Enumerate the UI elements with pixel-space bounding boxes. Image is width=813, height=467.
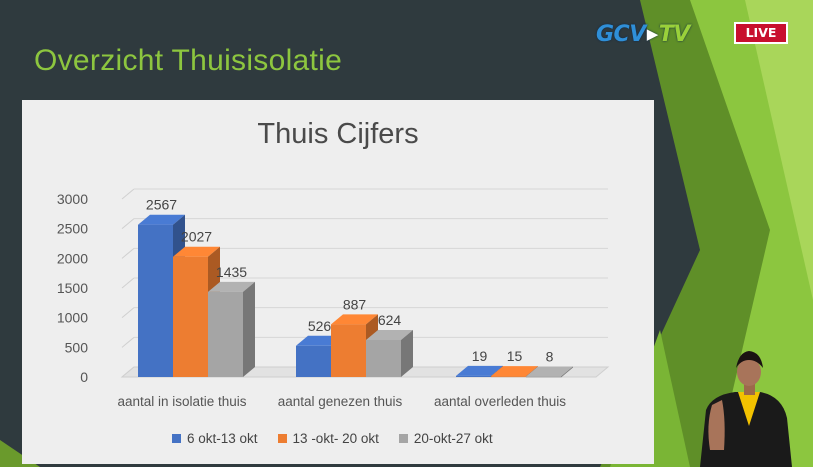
bar	[366, 339, 401, 377]
data-label: 1435	[216, 264, 247, 280]
legend-swatch-3	[398, 434, 408, 443]
x-tick-label: aantal overleden thuis	[434, 394, 566, 409]
gridline-side	[121, 307, 135, 319]
bar-side	[561, 366, 573, 378]
channel-logo: GCV▶TV	[596, 22, 690, 47]
logo-text-tv: TV	[658, 22, 691, 47]
data-label: 2567	[146, 197, 177, 213]
y-tick-label: 1500	[57, 280, 88, 296]
bar	[296, 345, 331, 377]
bar	[491, 376, 526, 378]
bar-side	[243, 281, 255, 377]
legend-item-series-2: 13 -okt- 20 okt	[277, 431, 379, 446]
y-tick-label: 0	[80, 369, 88, 385]
y-tick-label: 3000	[57, 191, 88, 207]
gridline-side	[121, 277, 135, 289]
x-tick-label: aantal genezen thuis	[278, 394, 403, 409]
legend-label-3: 20-okt-27 okt	[413, 431, 493, 446]
chart-title: Thuis Cijfers	[257, 118, 419, 150]
data-label: 624	[378, 312, 402, 328]
bar-top	[526, 366, 573, 377]
bar-top	[138, 214, 185, 225]
bar	[173, 256, 208, 377]
bar-side	[401, 329, 413, 377]
y-tick-label: 500	[65, 339, 89, 355]
bar	[456, 375, 491, 377]
data-label: 8	[546, 349, 554, 365]
gridline-side	[121, 247, 135, 259]
bar	[208, 291, 243, 377]
data-label: 526	[308, 318, 332, 334]
slide-title: Overzicht Thuisisolatie	[34, 44, 343, 77]
legend-swatch-2	[277, 434, 287, 443]
play-icon: ▶	[646, 25, 659, 43]
logo-text-gcv: GCV	[596, 22, 646, 47]
bar-top	[173, 246, 220, 257]
bar	[138, 224, 173, 377]
bar-chart: 0 500 1000 1500 2000 2500 3000 aantal in isolat…	[57, 188, 610, 409]
bar-top	[456, 365, 503, 376]
data-label: 15	[507, 348, 523, 364]
bar	[331, 324, 366, 377]
legend-item-series-3: 20-okt-27 okt	[398, 431, 493, 446]
data-label: 2027	[181, 229, 212, 245]
bar	[526, 376, 561, 378]
bar-top	[208, 281, 255, 292]
chart-panel: Thuis Cijfers 0 500 1000 1500 2000 2500 3000 aa…	[22, 100, 654, 464]
y-tick-label: 1000	[57, 310, 88, 326]
bar-top	[366, 329, 413, 340]
data-label: 19	[472, 348, 488, 364]
y-tick-label: 2500	[57, 221, 88, 237]
live-badge: LIVE	[734, 22, 788, 44]
x-tick-label: aantal in isolatie thuis	[117, 394, 246, 409]
chart-legend: 6 okt-13 okt 13 -okt- 20 okt 20-okt-27 o…	[172, 431, 493, 446]
legend-label-2: 13 -okt- 20 okt	[292, 431, 379, 446]
bar-top	[491, 366, 538, 377]
sign-language-interpreter	[700, 351, 792, 467]
gridline-side	[121, 336, 135, 348]
legend-label-1: 6 okt-13 okt	[187, 431, 258, 446]
bar-top	[331, 314, 378, 325]
gridline-side	[121, 218, 135, 230]
y-tick-label: 2000	[57, 250, 88, 266]
legend-item-series-1: 6 okt-13 okt	[172, 431, 258, 446]
legend-swatch-1	[172, 434, 181, 443]
data-label: 887	[343, 296, 367, 312]
gridline-side	[121, 188, 135, 200]
